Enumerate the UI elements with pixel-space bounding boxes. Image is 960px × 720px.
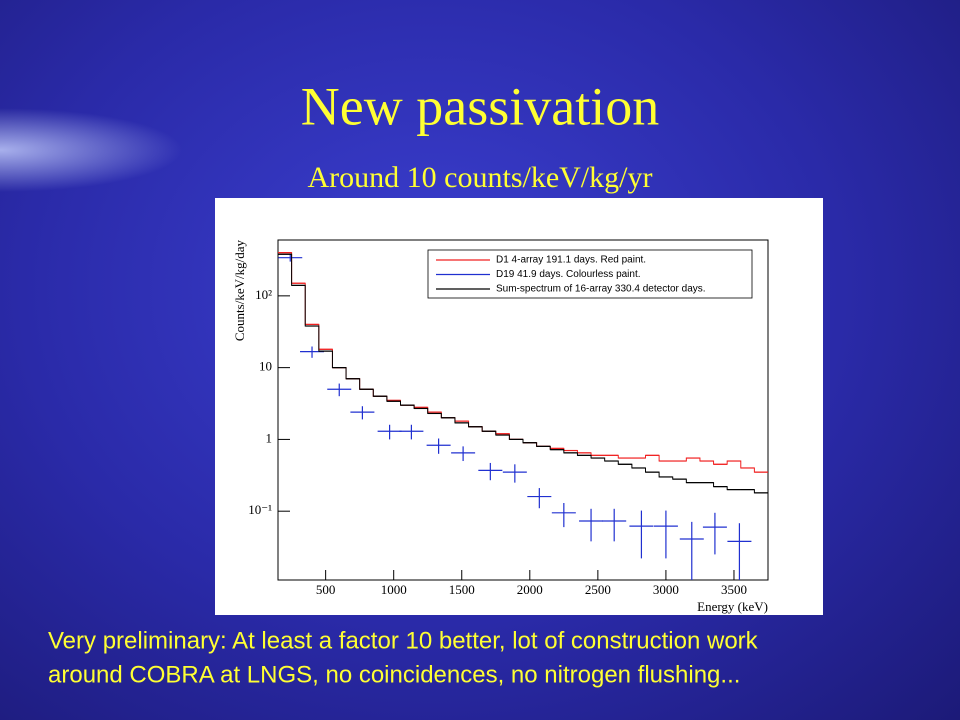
error-point xyxy=(350,406,375,420)
error-point xyxy=(278,254,303,262)
x-axis-label: Energy (keV) xyxy=(697,599,768,614)
x-tick-label: 3000 xyxy=(653,582,679,597)
error-point xyxy=(426,438,451,454)
x-tick-label: 2000 xyxy=(517,582,543,597)
error-point xyxy=(527,488,552,509)
x-tick-label: 500 xyxy=(316,582,336,597)
error-point xyxy=(602,508,627,542)
x-tick-label: 3500 xyxy=(721,582,747,597)
plot-frame xyxy=(277,239,769,581)
slide-subtitle: Around 10 counts/keV/kg/yr xyxy=(308,161,653,194)
error-point xyxy=(629,510,654,559)
error-point xyxy=(727,523,752,580)
y-tick-label: 1 xyxy=(266,430,273,445)
error-point xyxy=(399,424,424,440)
error-point xyxy=(377,424,402,440)
legend-label: Sum-spectrum of 16-array 330.4 detector … xyxy=(496,284,706,295)
error-point xyxy=(579,508,604,542)
legend-label: D1 4-array 191.1 days. Red paint. xyxy=(496,255,646,266)
x-tick-label: 2500 xyxy=(585,582,611,597)
caption-line: Very preliminary: At least a factor 10 b… xyxy=(48,627,759,654)
y-tick-label: 10 xyxy=(259,359,272,374)
y-tick-label: 10⁻¹ xyxy=(248,502,272,517)
y-axis-label: Counts/keV/kg/day xyxy=(232,240,247,342)
error-point xyxy=(702,512,727,555)
caption-line: around COBRA at LNGS, no coincidences, n… xyxy=(48,661,740,688)
error-point xyxy=(478,462,503,481)
x-tick-label: 1500 xyxy=(449,582,475,597)
slide-title: New passivation xyxy=(301,76,659,136)
error-point xyxy=(327,383,352,397)
chart: 500 1000 1500 2000 2500 3000 3500 10⁻¹ 1 10 10² Ene… xyxy=(232,239,769,614)
x-tick-label: 1000 xyxy=(381,582,407,597)
error-point xyxy=(653,510,678,559)
plot-area xyxy=(278,252,768,580)
error-point xyxy=(451,446,476,462)
error-point xyxy=(551,503,576,528)
error-point xyxy=(679,521,704,580)
error-point xyxy=(502,464,527,483)
legend-label: D19 41.9 days. Colourless paint. xyxy=(496,269,641,280)
y-tick-label: 10² xyxy=(255,287,272,302)
